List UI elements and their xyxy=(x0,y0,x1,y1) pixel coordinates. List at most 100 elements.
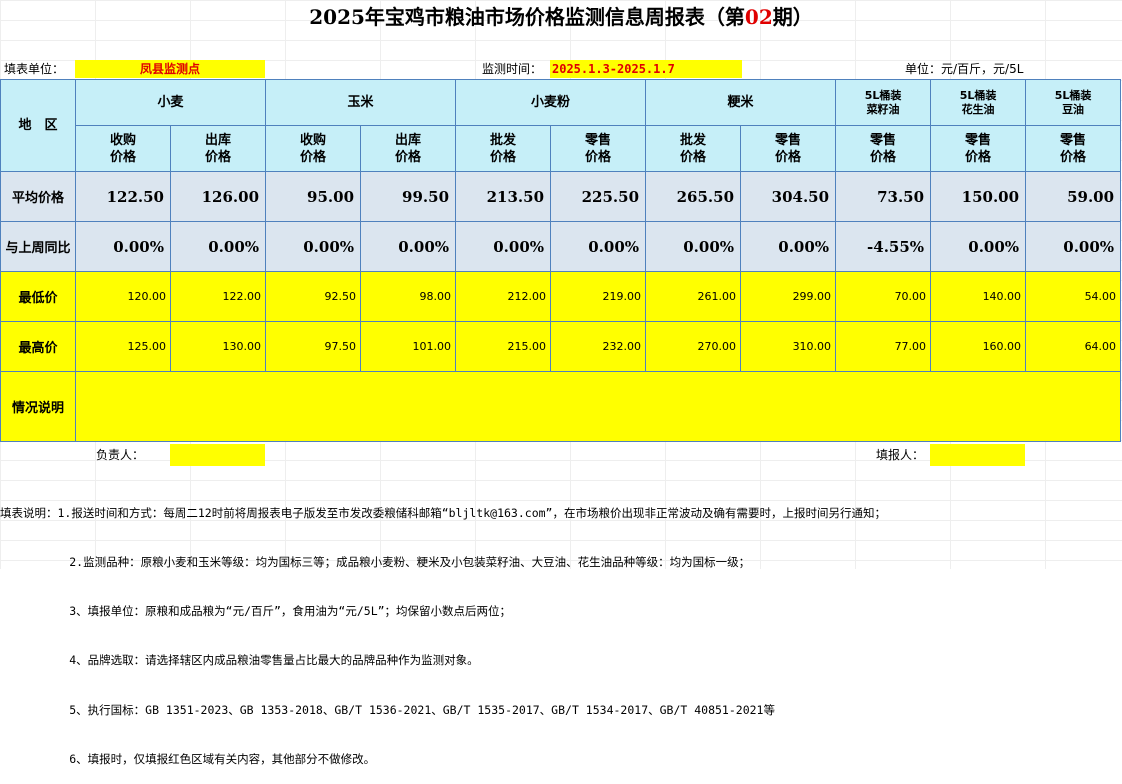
subheader-cell: 出库 价格 xyxy=(360,125,457,172)
subheader-line2: 价格 xyxy=(490,149,517,165)
oil-soybean-header: 5L桶装 豆油 xyxy=(1025,79,1122,126)
remarks-label: 情况说明 xyxy=(0,371,76,442)
group-corn: 玉米 xyxy=(265,79,457,126)
remarks-row: 情况说明 xyxy=(0,371,1122,442)
max-price-cell[interactable]: 101.00 xyxy=(360,321,457,372)
subheader-cell: 收购 价格 xyxy=(265,125,362,172)
avg-price-cell: 265.50 xyxy=(645,171,742,222)
subheader-line2: 价格 xyxy=(585,149,612,165)
subheader-line2: 价格 xyxy=(965,149,992,165)
remarks-field[interactable] xyxy=(74,371,1122,442)
subheader-row: 收购 价格 出库 价格 收购 价格 出库 价格 批发 价格 零售 价格 批发 价格 零售 价格 … xyxy=(1,125,1122,172)
subheader-line1: 批发 xyxy=(490,132,517,148)
filler-field[interactable] xyxy=(930,444,1025,466)
subheader-line2: 价格 xyxy=(680,149,707,165)
subheader-line1: 出库 xyxy=(205,132,232,148)
period-label: 监测时间： xyxy=(482,62,543,76)
unit-label: 填表单位： xyxy=(4,62,65,76)
subheader-line1: 出库 xyxy=(395,132,422,148)
subheader-line2: 价格 xyxy=(395,149,422,165)
min-price-cell[interactable]: 219.00 xyxy=(550,271,647,322)
period-field[interactable]: 2025.1.3-2025.1.7 xyxy=(550,60,742,78)
avg-price-cell: 122.50 xyxy=(75,171,171,222)
min-price-cell[interactable]: 140.00 xyxy=(930,271,1027,322)
min-price-cell[interactable]: 120.00 xyxy=(75,271,171,322)
note-line: 5、执行国标：GB 1351-2023、GB 1353-2018、GB/T 15… xyxy=(0,702,775,717)
min-price-cell[interactable]: 122.00 xyxy=(169,271,267,322)
change-cell: 0.00% xyxy=(740,221,837,272)
price-table: 地 区 小麦 玉米 小麦粉 粳米 5L桶装 菜籽油 5L桶装 花生油 5L桶装 豆油 … xyxy=(0,79,1122,442)
subheader-line1: 零售 xyxy=(870,132,897,148)
max-price-cell[interactable]: 64.00 xyxy=(1025,321,1122,372)
issue-number[interactable]: 02 xyxy=(744,5,773,29)
avg-price-cell: 73.50 xyxy=(835,171,932,222)
instructions: 填表说明：1.报送时间和方式：每周二12时前将周报表电子版发至市发改委粮储科邮箱… xyxy=(0,472,1122,784)
change-cell: 0.00% xyxy=(265,221,362,272)
oil-soybean-line2: 豆油 xyxy=(1062,102,1085,116)
group-flour: 小麦粉 xyxy=(455,79,647,126)
subheader-cell: 零售 价格 xyxy=(550,125,647,172)
row-label: 最低价 xyxy=(0,271,76,322)
note-line: 3、填报单位：原粮和成品粮为“元/百斤”，食用油为“元/5L”；均保留小数点后两… xyxy=(0,604,512,619)
price-unit-label: 单位：元/百斤，元/5L xyxy=(905,62,1024,76)
max-price-cell[interactable]: 97.50 xyxy=(265,321,362,372)
max-price-cell[interactable]: 125.00 xyxy=(75,321,171,372)
max-price-cell[interactable]: 77.00 xyxy=(835,321,932,372)
min-price-cell[interactable]: 92.50 xyxy=(265,271,362,322)
week-change-row: 与上周同比 0.00% 0.00% 0.00% 0.00% 0.00% 0.00… xyxy=(0,221,1122,272)
change-cell: 0.00% xyxy=(930,221,1027,272)
oil-rapeseed-header: 5L桶装 菜籽油 xyxy=(835,79,932,126)
max-price-row: 最高价 125.00 130.00 97.50 101.00 215.00 23… xyxy=(0,321,1122,372)
title-prefix: 2025年宝鸡市粮油市场价格监测信息周报表（第 xyxy=(309,5,745,29)
change-cell: 0.00% xyxy=(1025,221,1122,272)
report-title: 2025年宝鸡市粮油市场价格监测信息周报表（第02期） xyxy=(0,0,1122,34)
avg-price-cell: 225.50 xyxy=(550,171,647,222)
note-line: 2.监测品种：原粮小麦和玉米等级：均为国标三等；成品粮小麦粉、粳米及小包装菜籽油… xyxy=(0,555,751,570)
row-label: 与上周同比 xyxy=(0,221,76,272)
group-rice: 粳米 xyxy=(645,79,837,126)
max-price-cell[interactable]: 232.00 xyxy=(550,321,647,372)
row-label: 最高价 xyxy=(0,321,76,372)
change-cell: 0.00% xyxy=(360,221,457,272)
min-price-cell[interactable]: 98.00 xyxy=(360,271,457,322)
max-price-cell[interactable]: 160.00 xyxy=(930,321,1027,372)
subheader-line1: 零售 xyxy=(1060,132,1087,148)
subheader-line1: 零售 xyxy=(965,132,992,148)
note-line: 填表说明：1.报送时间和方式：每周二12时前将周报表电子版发至市发改委粮储科邮箱… xyxy=(0,505,886,520)
subheader-line1: 零售 xyxy=(585,132,612,148)
change-cell: 0.00% xyxy=(550,221,647,272)
subheader-cell: 批发 价格 xyxy=(455,125,552,172)
min-price-cell[interactable]: 261.00 xyxy=(645,271,742,322)
min-price-cell[interactable]: 54.00 xyxy=(1025,271,1122,322)
max-price-cell[interactable]: 215.00 xyxy=(455,321,552,372)
max-price-cell[interactable]: 270.00 xyxy=(645,321,742,372)
oil-rapeseed-line2: 菜籽油 xyxy=(866,102,900,116)
subheader-line2: 价格 xyxy=(109,149,136,165)
oil-peanut-header: 5L桶装 花生油 xyxy=(930,79,1027,126)
change-cell: 0.00% xyxy=(645,221,742,272)
avg-price-cell: 126.00 xyxy=(169,171,267,222)
subheader-line2: 价格 xyxy=(1060,149,1087,165)
average-price-row: 平均价格 122.50 126.00 95.00 99.50 213.50 22… xyxy=(0,171,1122,222)
subheader-line1: 收购 xyxy=(109,132,136,148)
group-wheat: 小麦 xyxy=(74,79,267,126)
subheader-line1: 批发 xyxy=(680,132,707,148)
min-price-cell[interactable]: 70.00 xyxy=(835,271,932,322)
max-price-cell[interactable]: 310.00 xyxy=(740,321,837,372)
subheader-line2: 价格 xyxy=(870,149,897,165)
change-cell: 0.00% xyxy=(455,221,552,272)
min-price-cell[interactable]: 299.00 xyxy=(740,271,837,322)
unit-field[interactable]: 凤县监测点 xyxy=(75,60,265,78)
change-cell: 0.00% xyxy=(169,221,267,272)
oil-soybean-line1: 5L桶装 xyxy=(1054,88,1092,102)
avg-price-cell: 304.50 xyxy=(740,171,837,222)
responsible-label: 负责人： xyxy=(96,448,145,462)
responsible-field[interactable] xyxy=(170,444,265,466)
filler-label: 填报人： xyxy=(876,448,925,462)
region-header: 地 区 xyxy=(0,79,76,172)
min-price-cell[interactable]: 212.00 xyxy=(455,271,552,322)
avg-price-cell: 99.50 xyxy=(360,171,457,222)
avg-price-cell: 213.50 xyxy=(455,171,552,222)
avg-price-cell: 95.00 xyxy=(265,171,362,222)
max-price-cell[interactable]: 130.00 xyxy=(169,321,267,372)
